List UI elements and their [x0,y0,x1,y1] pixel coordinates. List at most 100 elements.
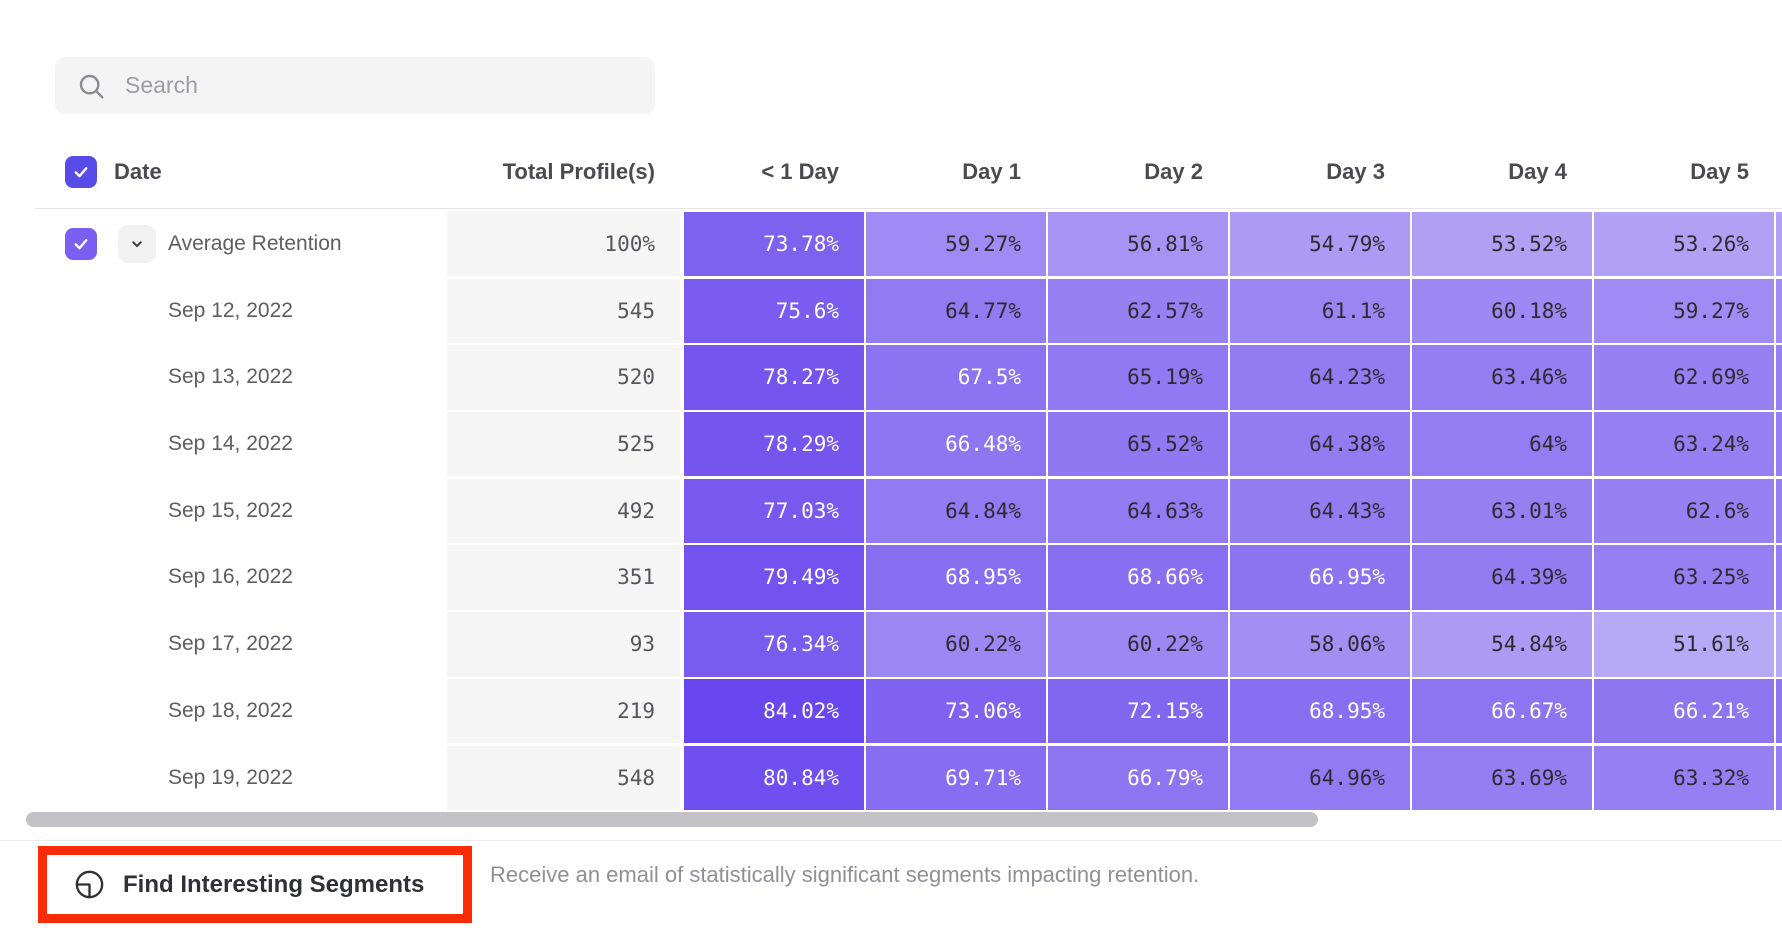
clipped-next-column-sliver [1776,345,1782,410]
table-row: Sep 18, 2022 219 84.02% 73.06% 72.15% 68.95% 6… [0,678,1782,744]
retention-value-cell: 79.49% [684,545,864,610]
retention-value-cell: 63.25% [1594,545,1774,610]
retention-value-cell: 84.02% [684,678,864,744]
table-row: Sep 13, 2022 520 78.27% 67.5% 65.19% 64.23% 63… [0,345,1782,410]
retention-value-cell: 64.23% [1230,345,1410,410]
retention-value-cell: 63.01% [1412,478,1592,544]
retention-value-cell: 69.71% [866,745,1046,810]
row-date-cell: Sep 19, 2022 [0,746,445,810]
retention-value-cell: 80.84% [684,745,864,810]
clipped-next-column-sliver [1776,745,1782,810]
table-row: Sep 12, 2022 545 75.6% 64.77% 62.57% 61.1% 60.… [0,278,1782,344]
segment-icon [75,870,104,899]
retention-value-cell: 54.84% [1412,612,1592,677]
find-interesting-segments-label: Find Interesting Segments [123,870,425,898]
column-header-day-4: Day 4 [1508,159,1567,184]
column-header-day-2: Day 2 [1144,159,1203,184]
column-header-day-5: Day 5 [1690,159,1749,184]
retention-value-cell: 64.43% [1230,478,1410,544]
retention-value-cell: 65.19% [1048,345,1228,410]
check-icon [74,167,88,178]
row-label: Sep 12, 2022 [168,298,293,322]
retention-value-cell: 63.46% [1412,345,1592,410]
row-label: Sep 18, 2022 [168,698,293,722]
row-label: Sep 17, 2022 [168,632,293,656]
retention-value-cell: 61.1% [1230,278,1410,344]
check-icon [74,239,88,250]
retention-value-cell: 59.27% [866,212,1046,277]
footer-description: Receive an email of statistically signif… [490,862,1200,887]
select-all-checkbox[interactable] [65,156,97,188]
horizontal-scrollbar-thumb[interactable] [26,812,1318,827]
search-input[interactable]: Search [55,57,655,114]
retention-value-cell: 66.95% [1230,545,1410,610]
table-header: Date Total Profile(s) < 1 Day Day 1 Day … [0,148,1782,196]
row-label: Sep 19, 2022 [168,765,293,789]
row-label: Sep 15, 2022 [168,498,293,522]
row-date-cell: Sep 15, 2022 [0,479,445,543]
column-header-total-profiles: Total Profile(s) [502,159,655,184]
row-label: Sep 16, 2022 [168,565,293,589]
header-divider [35,208,1782,209]
retention-value-cell: 64% [1412,412,1592,477]
retention-value-cell: 63.24% [1594,412,1774,477]
total-profiles-cell: 351 [447,545,680,610]
retention-value-cell: 53.26% [1594,212,1774,277]
retention-value-cell: 64.63% [1048,478,1228,544]
retention-value-cell: 66.79% [1048,745,1228,810]
clipped-next-column-sliver [1776,678,1782,744]
column-header-day-1: Day 1 [962,159,1021,184]
retention-value-cell: 62.6% [1594,478,1774,544]
footer-divider [0,840,1782,841]
total-profiles-cell: 492 [447,478,680,544]
row-date-cell: Sep 16, 2022 [0,545,445,609]
column-header-lt-1-day: < 1 Day [761,159,839,184]
retention-value-cell: 66.48% [866,412,1046,477]
retention-value-cell: 68.95% [1230,678,1410,744]
retention-value-cell: 58.06% [1230,612,1410,677]
retention-value-cell: 59.27% [1594,278,1774,344]
retention-value-cell: 64.38% [1230,412,1410,477]
column-header-date: Date [114,159,162,184]
clipped-next-column-sliver [1776,612,1782,677]
clipped-next-column-sliver [1776,545,1782,610]
row-label: Sep 13, 2022 [168,365,293,389]
row-date-cell: Sep 18, 2022 [0,679,445,743]
retention-value-cell: 53.52% [1412,212,1592,277]
total-profiles-cell: 520 [447,345,680,410]
retention-value-cell: 68.95% [866,545,1046,610]
total-profiles-cell: 525 [447,412,680,477]
row-checkbox[interactable] [65,228,97,261]
table-row: Average Retention 100% 73.78% 59.27% 56.81% 5… [0,212,1782,277]
search-icon [79,74,104,99]
retention-value-cell: 64.84% [866,478,1046,544]
retention-value-cell: 78.27% [684,345,864,410]
table-row: Sep 17, 2022 93 76.34% 60.22% 60.22% 58.06% 54… [0,612,1782,677]
retention-value-cell: 64.96% [1230,745,1410,810]
retention-value-cell: 76.34% [684,612,864,677]
retention-value-cell: 75.6% [684,278,864,344]
expand-chevron-button[interactable] [118,225,156,264]
retention-value-cell: 67.5% [866,345,1046,410]
row-date-cell: Average Retention [0,212,445,276]
row-label: Average Retention [168,232,342,255]
row-date-cell: Sep 13, 2022 [0,345,445,409]
total-profiles-cell: 93 [447,612,680,677]
retention-value-cell: 66.67% [1412,678,1592,744]
retention-value-cell: 64.39% [1412,545,1592,610]
row-date-cell: Sep 14, 2022 [0,412,445,476]
retention-value-cell: 56.81% [1048,212,1228,277]
clipped-next-column-sliver [1776,478,1782,544]
find-interesting-segments-button[interactable]: Find Interesting Segments [47,868,424,901]
retention-value-cell: 66.21% [1594,678,1774,744]
clipped-next-column-sliver [1776,412,1782,477]
table-row: Sep 14, 2022 525 78.29% 66.48% 65.52% 64.38% 6… [0,412,1782,477]
clipped-next-column-sliver [1776,212,1782,277]
total-profiles-cell: 219 [447,678,680,744]
column-header-day-3: Day 3 [1326,159,1385,184]
retention-value-cell: 54.79% [1230,212,1410,277]
row-label: Sep 14, 2022 [168,432,293,456]
retention-value-cell: 68.66% [1048,545,1228,610]
total-profiles-cell: 545 [447,278,680,344]
